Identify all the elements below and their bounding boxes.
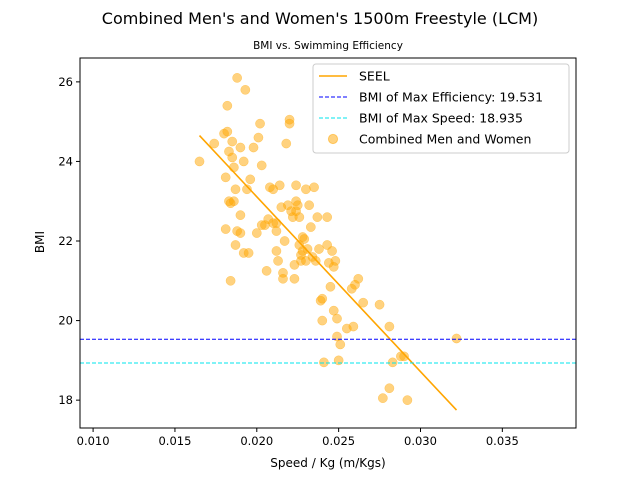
scatter-point xyxy=(309,182,319,193)
scatter-point xyxy=(253,132,264,143)
scatter-point xyxy=(294,212,305,222)
scatter-point xyxy=(327,246,337,256)
scatter-point xyxy=(227,136,238,147)
axes-frame xyxy=(79,57,577,429)
scatter-point xyxy=(281,138,292,149)
scatter-point xyxy=(384,321,395,332)
y-tick-label: 24 xyxy=(58,154,73,168)
scatter-point xyxy=(235,142,246,153)
y-tick-label: 18 xyxy=(58,393,73,407)
scatter-point xyxy=(279,236,290,246)
plot-area xyxy=(80,73,576,411)
y-tick-label: 26 xyxy=(58,75,73,89)
scatter-point xyxy=(304,200,315,211)
seel-line xyxy=(198,135,458,411)
scatter-point xyxy=(222,126,233,137)
scatter-point xyxy=(251,228,262,238)
x-tick-label: 0.020 xyxy=(240,434,273,448)
scatter-point xyxy=(312,212,323,222)
scatter-point xyxy=(374,299,385,310)
scatter-point xyxy=(194,156,205,167)
scatter-point xyxy=(278,273,288,284)
scatter-point xyxy=(335,339,346,350)
x-tick-label: 0.015 xyxy=(158,434,191,448)
scatter-point xyxy=(353,273,364,284)
scatter-point xyxy=(225,275,236,286)
legend-entry-max-efficiency: BMI of Max Efficiency: 19.531 xyxy=(359,90,543,105)
scatter-point xyxy=(317,293,328,304)
scatter-point xyxy=(358,297,369,308)
scatter-point xyxy=(451,333,462,344)
scatter-point xyxy=(271,226,282,236)
chart-title: Combined Men's and Women's 1500m Freesty… xyxy=(102,9,538,28)
scatter-point xyxy=(319,357,329,368)
legend-box xyxy=(312,63,570,154)
scatter-point xyxy=(399,351,409,362)
scatter-point xyxy=(230,184,241,195)
scatter-point xyxy=(332,313,342,324)
scatter-point xyxy=(384,383,395,394)
scatter-point xyxy=(222,100,233,111)
scatter-point xyxy=(301,184,311,195)
scatter-point xyxy=(240,84,251,95)
scatter-point xyxy=(235,228,246,238)
scatter-point xyxy=(229,162,239,173)
scatter-point xyxy=(229,196,239,207)
scatter-point xyxy=(256,160,267,171)
scatter-point xyxy=(243,248,254,258)
scatter-point xyxy=(248,142,259,153)
scatter-point xyxy=(322,212,333,222)
legend-entry-scatter: Combined Men and Women xyxy=(359,132,531,147)
scatter-point xyxy=(284,118,295,129)
scatter-point xyxy=(242,184,252,195)
x-tick-label: 0.035 xyxy=(486,434,519,448)
scatter-point xyxy=(230,240,241,250)
x-tick-label: 0.030 xyxy=(404,434,437,448)
legend: SEEL BMI of Max Efficiency: 19.531 BMI of … xyxy=(312,63,570,154)
scatter-point xyxy=(289,273,300,284)
scatter-point xyxy=(232,73,242,83)
scatter-point xyxy=(245,174,256,185)
y-tick-label: 20 xyxy=(58,314,73,328)
chart-subtitle: BMI vs. Swimming Efficiency xyxy=(253,40,403,52)
scatter-point xyxy=(271,246,282,256)
scatter-point xyxy=(274,180,285,191)
scatter-point xyxy=(235,210,246,221)
scatter-point xyxy=(387,357,398,368)
scatter-point xyxy=(314,244,324,254)
scatter-point xyxy=(292,200,303,211)
scatter-point xyxy=(325,281,336,292)
legend-entry-seel: SEEL xyxy=(359,69,390,84)
scatter-point xyxy=(220,172,231,183)
scatter-point xyxy=(402,395,413,406)
scatter-point xyxy=(333,355,344,366)
scatter-point xyxy=(305,222,316,232)
x-axis-label: Speed / Kg (m/Kgs) xyxy=(270,456,385,470)
axes: 0.010 0.015 0.020 0.025 0.030 0.035 18 20 22 24 26 xyxy=(58,57,577,448)
scatter-point xyxy=(299,234,310,244)
scatter-point xyxy=(227,152,238,163)
y-tick-label: 22 xyxy=(58,234,73,248)
x-tick-label: 0.010 xyxy=(77,434,110,448)
x-tick-label: 0.025 xyxy=(322,434,355,448)
scatter-point xyxy=(317,315,328,326)
scatter-point xyxy=(377,393,388,404)
scatter-point xyxy=(348,321,359,332)
legend-swatch-marker xyxy=(327,133,339,145)
scatter-point xyxy=(291,180,301,191)
scatter-point xyxy=(330,256,341,266)
scatter-point xyxy=(273,256,283,266)
scatter-point xyxy=(238,156,249,167)
scatter-point xyxy=(220,224,231,234)
legend-entry-max-speed: BMI of Max Speed: 18.935 xyxy=(359,111,523,126)
y-axis-label: BMI xyxy=(33,231,47,253)
scatter-point xyxy=(261,265,272,276)
scatter-point xyxy=(209,138,220,149)
scatter-point xyxy=(302,244,313,254)
scatter-point xyxy=(255,118,265,129)
